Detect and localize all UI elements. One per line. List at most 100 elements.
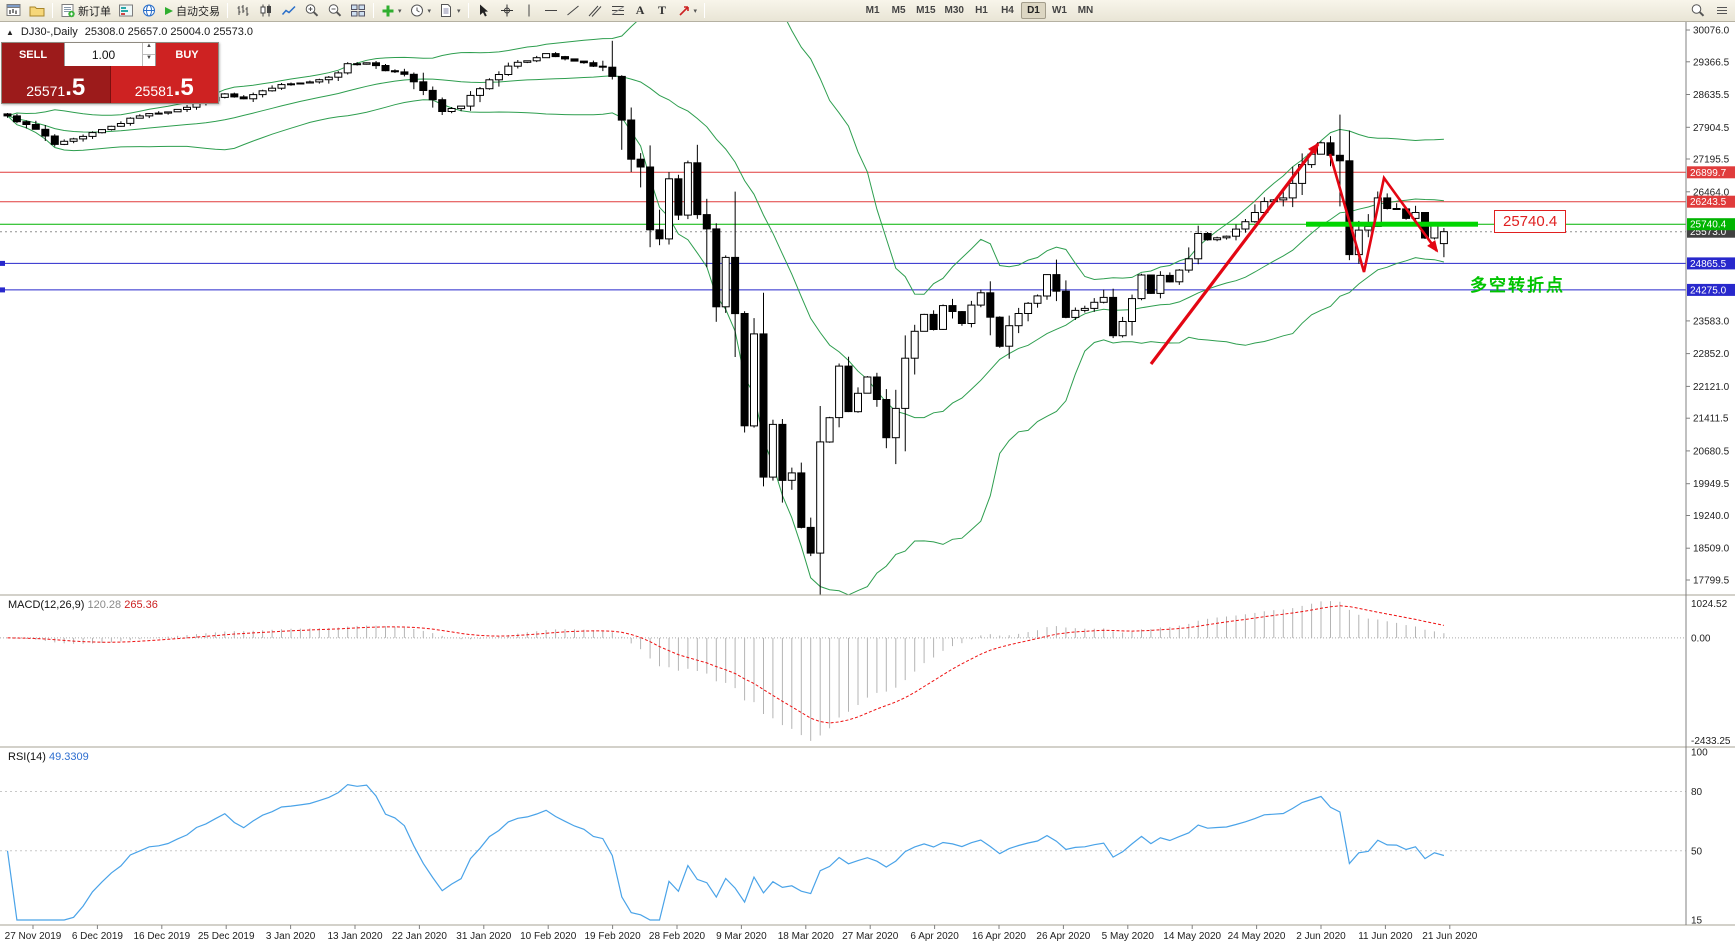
- text-tool-icon: A: [635, 3, 645, 17]
- svg-text:100: 100: [1691, 748, 1708, 759]
- chart-canvas[interactable]: 30076.0 29366.5 28635.5 27904.5 27195.5 26464…: [0, 22, 1735, 944]
- crosshair-button[interactable]: [496, 1, 518, 20]
- svg-text:5 May 2020: 5 May 2020: [1102, 931, 1155, 942]
- timeframe-w1-button[interactable]: W1: [1047, 2, 1072, 19]
- add-indicator-icon: [382, 5, 394, 16]
- rsi-line: [6, 783, 1445, 921]
- line-handle[interactable]: [0, 287, 5, 293]
- chart-window[interactable]: 30076.0 29366.5 28635.5 27904.5 27195.5 26464…: [0, 22, 1735, 944]
- svg-text:9 Mar 2020: 9 Mar 2020: [716, 931, 767, 942]
- market-depth-button[interactable]: [115, 1, 137, 20]
- candles-series: [3, 40, 1448, 595]
- rsi-axis-labels: 100 80 50 15: [1691, 748, 1708, 927]
- text-button[interactable]: A: [630, 1, 651, 20]
- volume-down-icon[interactable]: ▼: [146, 55, 152, 61]
- timeframe-m5-button[interactable]: M5: [886, 2, 911, 19]
- zoom-in-button[interactable]: [301, 1, 323, 20]
- auto-trading-play-icon: [165, 6, 173, 15]
- buy-price[interactable]: 25581.5: [109, 66, 218, 103]
- svg-text:3 Jan 2020: 3 Jan 2020: [266, 931, 316, 942]
- volume-input[interactable]: [65, 43, 142, 66]
- svg-text:26899.7: 26899.7: [1690, 168, 1727, 179]
- arrows-button[interactable]: ▾: [674, 1, 701, 20]
- horizontal-line-button[interactable]: [541, 1, 562, 20]
- web-terminal-button[interactable]: [138, 1, 160, 20]
- support-highlight-segment[interactable]: [1306, 221, 1478, 227]
- timeframe-h1-button[interactable]: H1: [969, 2, 994, 19]
- toolbar-separator: [227, 3, 228, 18]
- timeframe-mn-button[interactable]: MN: [1073, 2, 1098, 19]
- svg-text:25740.4: 25740.4: [1690, 220, 1727, 231]
- channel-button[interactable]: [585, 1, 606, 20]
- line-handle[interactable]: [0, 260, 5, 266]
- vertical-line-button[interactable]: [519, 1, 540, 20]
- dropdown-caret-icon: ▾: [427, 7, 432, 15]
- cursor-button[interactable]: [473, 1, 495, 20]
- insert-indicator-button[interactable]: ▾: [378, 1, 405, 20]
- volume-up-icon[interactable]: ▲: [143, 43, 155, 55]
- svg-text:14 May 2020: 14 May 2020: [1163, 931, 1221, 942]
- svg-text:28 Feb 2020: 28 Feb 2020: [649, 931, 706, 942]
- search-button[interactable]: [1687, 1, 1709, 20]
- svg-text:11 Jun 2020: 11 Jun 2020: [1358, 931, 1413, 942]
- toolbar-menu-button[interactable]: [1711, 1, 1732, 20]
- tile-windows-icon: [351, 4, 365, 17]
- auto-trading-button[interactable]: 自动交易: [161, 1, 223, 20]
- vertical-line-icon: [528, 4, 530, 17]
- trend-arrows-annotation[interactable]: [1149, 142, 1439, 365]
- toolbar-separator: [467, 3, 469, 18]
- svg-text:24 May 2020: 24 May 2020: [1228, 931, 1286, 942]
- candlestick-chart-button[interactable]: [255, 1, 277, 20]
- svg-text:19949.5: 19949.5: [1693, 479, 1730, 490]
- toolbar-separator: [704, 3, 706, 18]
- volume-field[interactable]: ▲ ▼: [64, 43, 156, 66]
- new-order-button[interactable]: 新订单: [57, 1, 114, 20]
- timeframe-m1-button[interactable]: M1: [860, 2, 885, 19]
- main-toolbar: 新订单 自动交易 ▾ ▾ ▾ A T ▾ M1 M5 M15 M30 H1 H4…: [0, 0, 1735, 22]
- line-chart-button[interactable]: [278, 1, 300, 20]
- buy-button[interactable]: BUY: [156, 43, 218, 66]
- macd-signal-line: [7, 605, 1445, 724]
- timeframe-d1-button[interactable]: D1: [1020, 2, 1046, 19]
- svg-text:22 Jan 2020: 22 Jan 2020: [392, 931, 447, 942]
- pivot-annotation-text[interactable]: 多空转折点: [1470, 276, 1565, 295]
- zoom-out-button[interactable]: [324, 1, 346, 20]
- svg-text:26 Apr 2020: 26 Apr 2020: [1036, 931, 1090, 942]
- profiles-button[interactable]: [26, 1, 48, 20]
- svg-text:26464.0: 26464.0: [1693, 187, 1730, 198]
- svg-text:27 Mar 2020: 27 Mar 2020: [842, 931, 899, 942]
- macd-histogram: [16, 601, 1445, 741]
- zoom-out-icon: [328, 4, 342, 17]
- toolbar-separator: [373, 3, 374, 18]
- text-label-button[interactable]: T: [652, 1, 673, 20]
- svg-text:20680.5: 20680.5: [1693, 446, 1730, 457]
- rsi-value: 49.3309: [48, 751, 89, 763]
- cursor-arrow-icon: [479, 4, 488, 17]
- macd-axis-labels: 1024.52 0.00 -2433.25: [1691, 599, 1731, 747]
- price-annotation-label[interactable]: 25740.4: [1494, 210, 1567, 233]
- dropdown-caret-icon: ▾: [457, 7, 461, 15]
- new-chart-button[interactable]: [3, 1, 25, 20]
- one-click-collapse-icon[interactable]: ▲: [6, 27, 14, 37]
- horizontal-lines[interactable]: [0, 171, 1686, 291]
- periods-button[interactable]: ▾: [406, 1, 435, 20]
- timeframe-m30-button[interactable]: M30: [941, 2, 968, 19]
- svg-text:21411.5: 21411.5: [1693, 414, 1729, 425]
- toolbar-separator: [52, 3, 53, 18]
- svg-text:25573.0: 25573.0: [1690, 227, 1727, 238]
- timeframe-m15-button[interactable]: M15: [912, 2, 939, 19]
- templates-button[interactable]: ▾: [435, 1, 464, 20]
- fibonacci-button[interactable]: [607, 1, 629, 20]
- bar-chart-button[interactable]: [232, 1, 254, 20]
- tile-windows-button[interactable]: [347, 1, 369, 20]
- sell-price[interactable]: 25571.5: [2, 66, 110, 103]
- trendline-button[interactable]: [563, 1, 584, 20]
- svg-text:19 Feb 2020: 19 Feb 2020: [585, 931, 642, 942]
- profiles-folder-icon: [29, 6, 45, 17]
- arrow-tool-icon: [678, 6, 689, 16]
- timeframe-h4-button[interactable]: H4: [995, 2, 1020, 19]
- sell-button[interactable]: SELL: [2, 43, 64, 66]
- svg-text:27195.5: 27195.5: [1693, 155, 1730, 166]
- new-order-icon: [61, 4, 75, 18]
- zoom-in-icon: [305, 4, 319, 17]
